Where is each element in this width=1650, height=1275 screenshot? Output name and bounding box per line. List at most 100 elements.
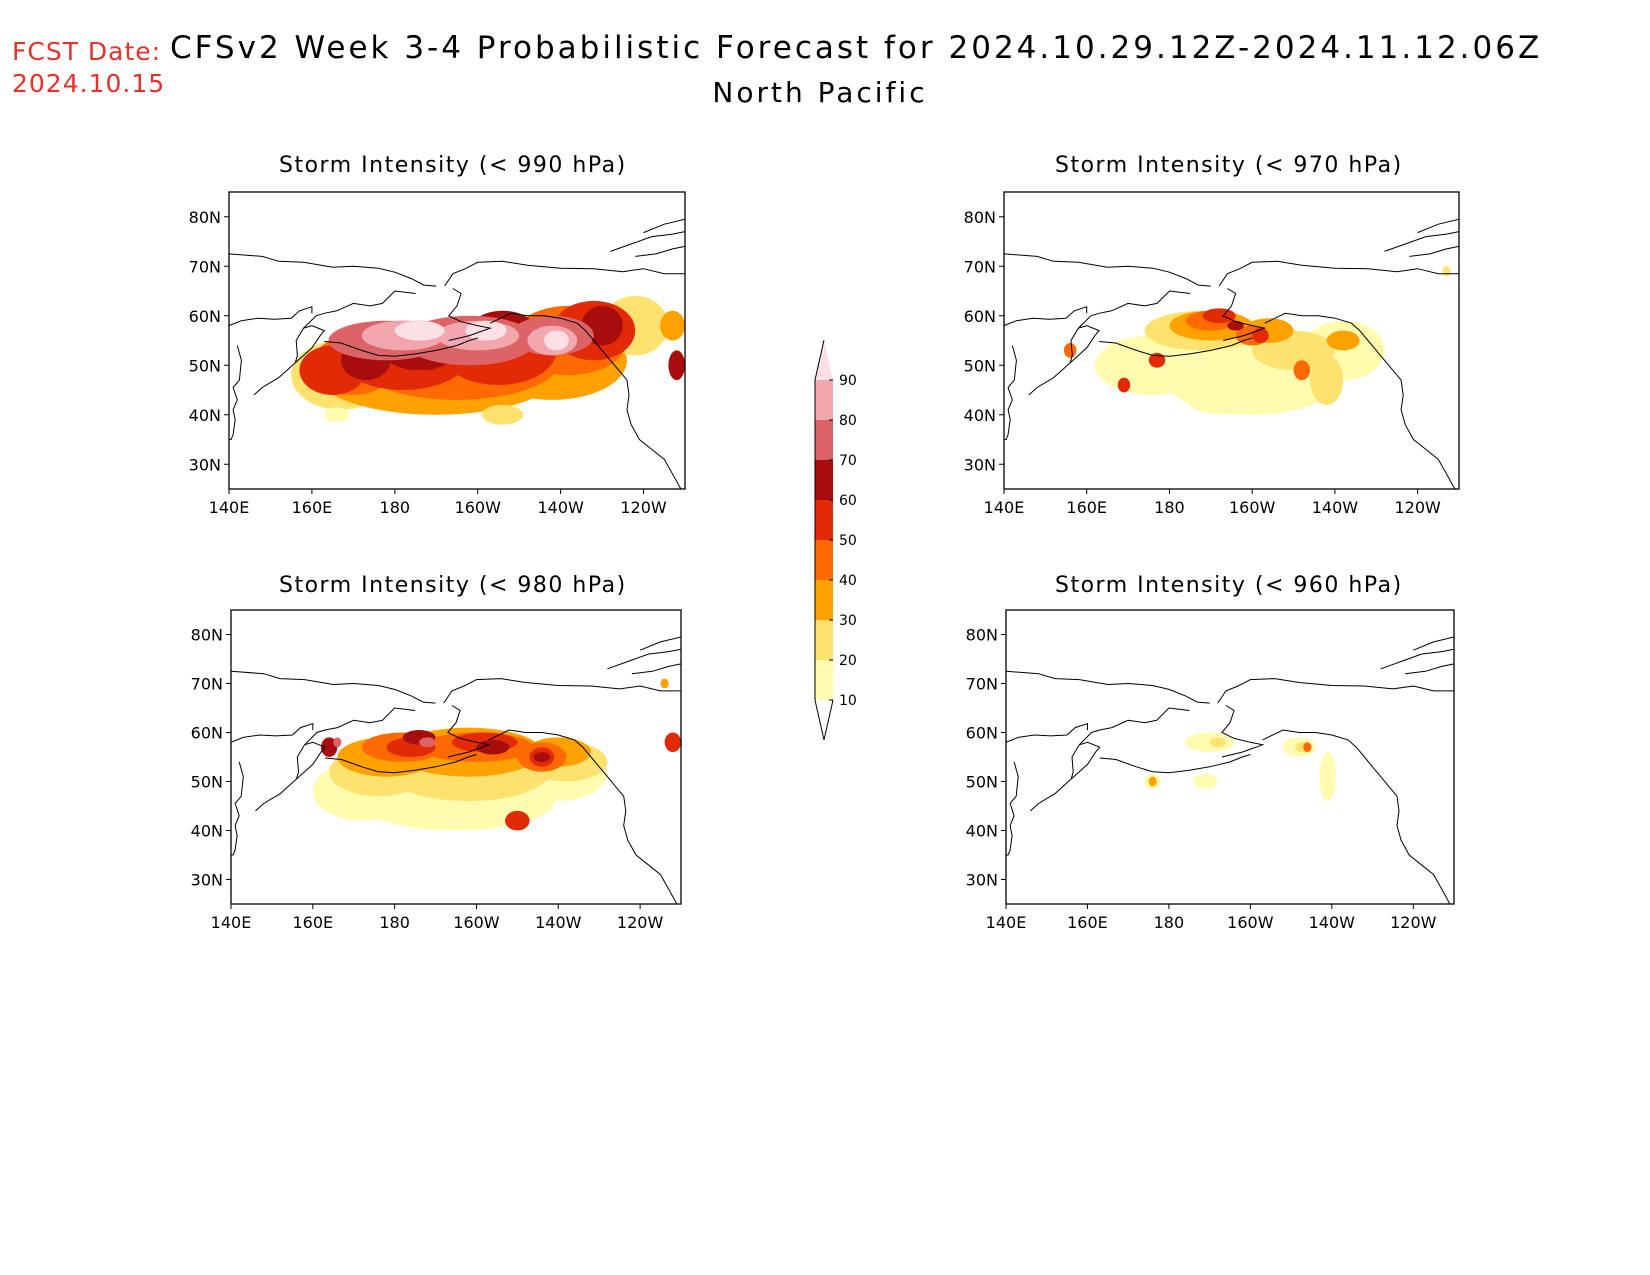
coast-line	[1409, 245, 1459, 257]
coast-line	[1218, 260, 1459, 287]
probability-cell	[1303, 742, 1312, 753]
colorbar-outline	[814, 339, 825, 700]
lon-tick-label: 180	[380, 498, 411, 517]
coast-line	[231, 723, 314, 743]
coast-line	[1070, 741, 1101, 780]
colorbar-label: 30	[839, 613, 857, 629]
lon-tick-label: 140E	[211, 913, 252, 932]
lat-tick-label: 70N	[966, 675, 998, 694]
coast-line	[296, 741, 326, 780]
probability-cell	[544, 330, 569, 351]
probability-cell	[1293, 360, 1311, 381]
colorbar-label: 70	[839, 453, 857, 469]
lon-tick-label: 160W	[453, 913, 500, 932]
lat-tick-label: 50N	[189, 356, 221, 375]
lon-tick-label: 160E	[1067, 913, 1108, 932]
colorbar-swatch	[815, 460, 833, 500]
coast-line	[294, 290, 416, 363]
coast-line	[1417, 218, 1459, 234]
map-frame	[1003, 191, 1460, 490]
lat-tick-label: 30N	[189, 455, 221, 474]
lon-tick-label: 160W	[1227, 913, 1274, 932]
coast-line	[1006, 761, 1019, 856]
fcst-date-value: 2024.10.15	[12, 69, 166, 98]
coast-line	[635, 245, 685, 257]
probability-cell	[505, 810, 530, 831]
coast-line	[1099, 337, 1253, 357]
coast-line	[296, 707, 416, 780]
lat-tick-label: 40N	[966, 822, 998, 841]
lon-tick-label: 120W	[1394, 498, 1441, 517]
probability-cell	[321, 737, 338, 757]
coast-line	[447, 288, 493, 341]
coast-line	[1221, 705, 1265, 758]
panel-title: Storm Intensity (< 980 hPa)	[279, 573, 627, 598]
probability-cell	[1148, 776, 1157, 787]
colorbar-label: 90	[839, 373, 857, 389]
coast-line	[639, 636, 681, 651]
coast-line	[229, 253, 437, 287]
lon-tick-label: 140W	[537, 498, 584, 517]
lat-tick-label: 70N	[191, 675, 223, 694]
coast-line	[1380, 648, 1454, 670]
coast-line	[229, 345, 242, 440]
lat-tick-label: 60N	[964, 307, 996, 326]
probability-cell	[324, 407, 350, 423]
probability-cell	[1193, 774, 1218, 789]
map-panel-3: 80N 70N 60N 50N 40N 30N 140E 160E 180 160W 140W 120…	[966, 609, 1455, 932]
coast-line	[1028, 362, 1071, 396]
lat-tick-label: 80N	[966, 626, 998, 645]
lat-tick-label: 70N	[189, 257, 221, 276]
coastline	[1004, 218, 1459, 489]
coast-line	[1030, 778, 1072, 812]
coast-line	[1099, 754, 1251, 774]
lon-tick-label: 180	[1154, 498, 1185, 517]
forecast-date-label: FCST Date: 2024.10.15	[12, 36, 165, 100]
lat-tick-label: 50N	[966, 773, 998, 792]
colorbar-bottom-arrow	[814, 699, 834, 741]
colorbar-top-arrow	[815, 340, 833, 380]
probability-cell	[481, 404, 524, 425]
lon-tick-label: 120W	[620, 498, 667, 517]
coast-line	[1004, 253, 1211, 287]
probability-cell	[1148, 352, 1166, 368]
coast-line	[1384, 231, 1459, 252]
colorbar-swatch	[815, 500, 833, 540]
lat-tick-label: 50N	[964, 356, 996, 375]
coast-line	[1069, 290, 1191, 363]
lon-tick-label: 160E	[292, 913, 333, 932]
probability-cell	[1186, 385, 1269, 415]
coast-line	[231, 761, 244, 856]
lat-tick-label: 50N	[191, 773, 223, 792]
lat-tick-label: 60N	[189, 307, 221, 326]
coast-line	[253, 362, 296, 396]
probability-cell	[1117, 377, 1131, 393]
lat-tick-label: 80N	[964, 208, 996, 227]
probability-field	[291, 295, 685, 425]
lat-tick-label: 40N	[964, 406, 996, 425]
probability-cell	[1326, 330, 1360, 351]
probability-cell	[533, 752, 551, 762]
colorbar-swatch	[815, 380, 833, 420]
lon-tick-label: 140W	[535, 913, 582, 932]
probability-cell	[668, 350, 685, 381]
coast-line	[1006, 723, 1088, 743]
probability-cell	[664, 732, 681, 753]
coast-line	[1405, 663, 1454, 675]
coast-line	[631, 663, 681, 675]
probability-cell	[660, 310, 685, 341]
lat-tick-label: 80N	[189, 208, 221, 227]
panel-title: Storm Intensity (< 970 hPa)	[1055, 153, 1403, 178]
lon-tick-label: 160W	[1229, 498, 1276, 517]
page-title: CFSv2 Week 3-4 Probabilistic Forecast fo…	[170, 30, 1543, 66]
map-frame	[228, 191, 686, 490]
probability-cell	[419, 737, 436, 748]
lat-tick-label: 80N	[191, 626, 223, 645]
coast-line	[443, 678, 681, 704]
probability-cell	[1319, 752, 1336, 802]
lat-tick-label: 30N	[966, 871, 998, 890]
coast-line	[1413, 636, 1454, 651]
probability-cell	[1442, 266, 1451, 277]
map-panel-2: 80N 70N 60N 50N 40N 30N 140E 160E 180 160W 140W 120…	[191, 609, 682, 932]
